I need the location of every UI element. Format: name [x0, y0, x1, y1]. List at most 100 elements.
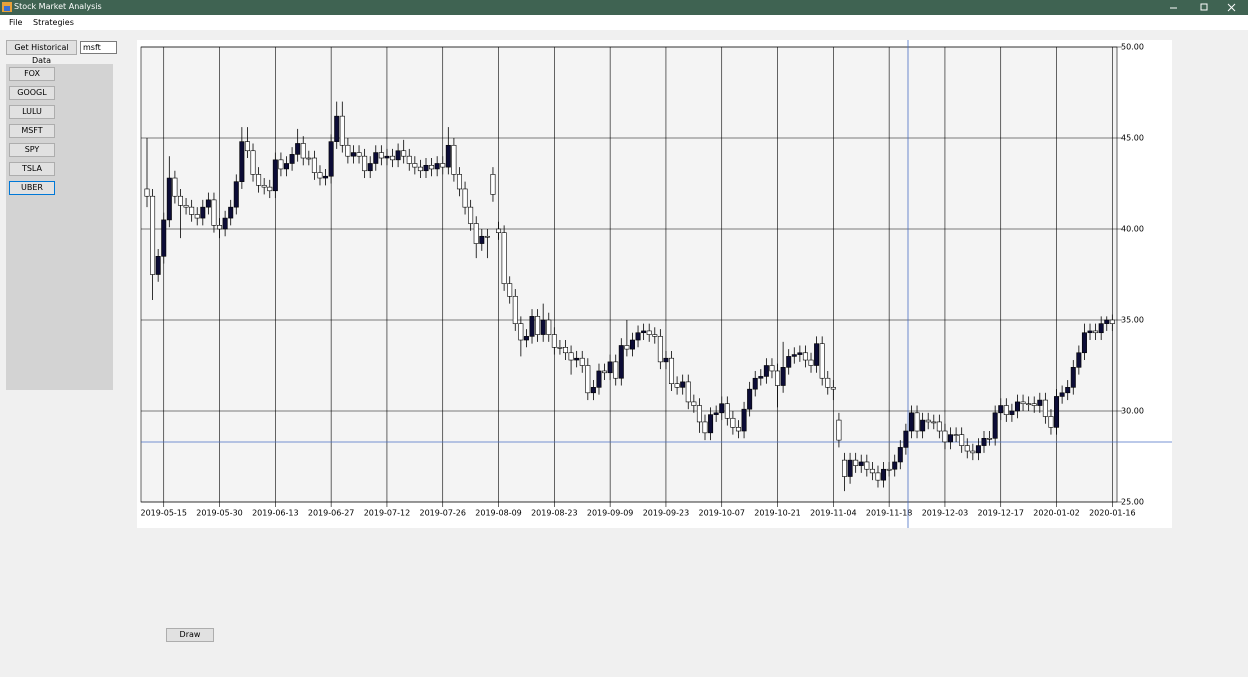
candle-body [708, 414, 714, 434]
candle-body [970, 450, 976, 454]
candle-body [830, 387, 836, 390]
x-tick-label: 2019-08-09 [475, 509, 522, 518]
candle-body [339, 115, 345, 146]
candle-body [1054, 396, 1060, 428]
candle-body [401, 150, 407, 157]
menu-item[interactable]: File [9, 18, 23, 27]
candle-body [1065, 387, 1071, 394]
symbol-button[interactable]: GOOGL [9, 86, 55, 100]
candle-body [177, 195, 183, 206]
candle-body [373, 152, 379, 164]
candle-body [211, 199, 217, 226]
candle-body [390, 155, 396, 161]
candle-body [378, 152, 384, 159]
candle-body [250, 150, 256, 175]
candle-body [624, 345, 630, 350]
candle-body [869, 468, 875, 474]
candle-body [908, 412, 914, 432]
candle-body [585, 365, 591, 394]
candle-body [808, 359, 814, 366]
x-tick-label: 2019-10-07 [698, 509, 745, 518]
candle-body [367, 163, 373, 172]
candle-body [931, 421, 937, 424]
candle-body [652, 334, 658, 337]
candle-body [362, 155, 368, 172]
candle-body [948, 434, 954, 443]
candle-body [356, 152, 362, 157]
candle-body [228, 206, 234, 219]
symbol-button[interactable]: TSLA [9, 162, 55, 176]
x-tick-label: 2020-01-16 [1089, 509, 1136, 518]
symbol-button[interactable]: MSFT [9, 124, 55, 138]
candle-body [752, 377, 758, 390]
candle-body [981, 437, 987, 446]
candle-body [1109, 319, 1115, 324]
candle-body [423, 165, 429, 172]
get-data-button[interactable]: Get Historical Data [6, 40, 77, 65]
x-tick-label: 2019-09-23 [643, 509, 690, 518]
candle-body [763, 365, 769, 377]
symbol-button[interactable]: SPY [9, 143, 55, 157]
candle-body [284, 163, 290, 170]
candle-body [836, 419, 842, 441]
candle-body [412, 163, 418, 168]
candle-body [256, 174, 262, 186]
candle-body [562, 346, 568, 354]
candle-body [233, 181, 239, 208]
candle-body [875, 472, 881, 481]
candle-body [217, 225, 223, 230]
candle-body [328, 141, 334, 177]
symbol-input[interactable]: msft [80, 41, 117, 54]
symbol-button[interactable]: LULU [9, 105, 55, 119]
candle-body [406, 155, 412, 164]
candle-body [841, 459, 847, 477]
candle-body [155, 256, 161, 275]
candle-body [568, 352, 574, 361]
window-controls[interactable] [1160, 0, 1248, 15]
candle-body [205, 199, 211, 208]
candle-body [1098, 323, 1104, 334]
chart: 25.00 30.00 35.00 40.00 45.00 50.00 2019-05-15… [137, 40, 1172, 528]
symbol-button[interactable]: FOX [9, 67, 55, 81]
candle-body [669, 357, 675, 385]
candle-body [144, 188, 150, 197]
candle-body [903, 430, 909, 448]
candle-body [897, 447, 903, 463]
candle-body [501, 232, 507, 284]
candle-body [518, 323, 524, 341]
symbol-button[interactable]: UBER [9, 181, 55, 195]
candle-body [936, 421, 942, 432]
candle-body [384, 155, 390, 159]
candle-body [814, 343, 820, 366]
candle-body [172, 177, 178, 197]
candle-body [602, 370, 608, 374]
candle-body [925, 419, 931, 423]
candle-body [730, 417, 736, 428]
candle-body [546, 319, 552, 335]
candle-body [507, 283, 513, 297]
candle-body [345, 144, 351, 157]
menu-item[interactable]: Strategies [33, 18, 74, 27]
y-tick-label: 45.00 [1121, 134, 1144, 143]
candle-body [987, 437, 993, 440]
x-tick-label: 2019-06-13 [252, 509, 299, 518]
candle-body [769, 365, 775, 372]
candle-body [691, 401, 697, 406]
draw-button[interactable]: Draw [166, 628, 214, 642]
candle-body [959, 434, 965, 446]
candle-body [914, 412, 920, 432]
candle-body [735, 427, 741, 432]
candle-body [1031, 403, 1037, 406]
candle-body [429, 165, 435, 170]
candle-body [300, 143, 306, 159]
candle-body [607, 361, 613, 374]
candle-body [1059, 392, 1065, 397]
candle-body [646, 330, 652, 335]
candle-body [579, 357, 585, 366]
candle-body [496, 228, 502, 233]
candle-body [574, 357, 580, 361]
candle-body [311, 157, 317, 173]
x-tick-label: 2019-06-27 [308, 509, 355, 518]
candle-body [791, 354, 797, 357]
